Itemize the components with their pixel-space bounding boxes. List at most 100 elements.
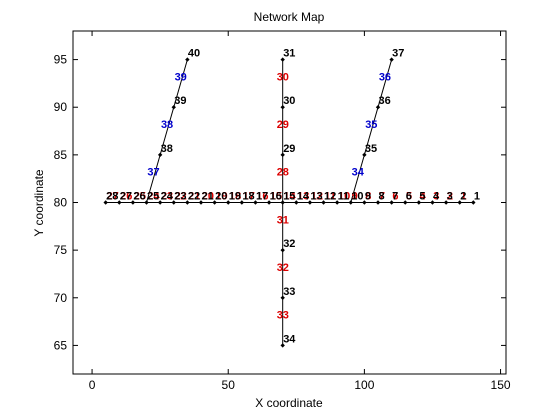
edge-label: 1	[461, 191, 467, 203]
edge-label: 32	[277, 262, 289, 274]
node-label: 23	[174, 191, 186, 203]
node-marker	[157, 200, 163, 205]
node-label: 11	[338, 191, 350, 203]
edge-label: 30	[277, 71, 289, 83]
node-marker	[280, 247, 285, 253]
node-label: 3	[447, 191, 453, 203]
edge-label: 33	[277, 310, 289, 322]
edge-label: 21	[188, 191, 200, 203]
edge-label: 7	[379, 191, 385, 203]
node-marker	[375, 200, 381, 205]
node-marker	[362, 200, 367, 205]
node-marker	[212, 200, 217, 205]
node-label: 30	[283, 95, 295, 107]
y-tick-label: 90	[54, 100, 68, 114]
node-marker	[389, 57, 394, 62]
node-marker	[103, 200, 108, 205]
edge-label: 34	[352, 167, 365, 179]
node-label: 34	[283, 333, 296, 345]
node-marker	[280, 152, 285, 158]
edge-label: 11	[324, 191, 336, 203]
node-label: 6	[406, 191, 412, 203]
node-marker	[294, 200, 299, 205]
edge-label: 25	[134, 191, 146, 203]
node-label: 1	[474, 191, 480, 203]
edge-label: 27	[106, 191, 118, 203]
node-marker	[280, 105, 285, 110]
node-label: 36	[379, 95, 391, 107]
node-marker	[471, 200, 476, 205]
y-tick-label: 65	[54, 338, 68, 352]
y-tick-label: 85	[54, 148, 68, 162]
node-label: 12	[324, 191, 336, 203]
y-tick-label: 80	[54, 196, 68, 210]
node-label: 20	[215, 191, 227, 203]
node-marker	[117, 200, 122, 205]
node-label: 22	[188, 191, 200, 203]
node-marker	[280, 200, 285, 205]
edge-label: 26	[120, 191, 132, 203]
node-marker	[280, 295, 285, 300]
node-label: 7	[392, 191, 398, 203]
node-marker	[375, 105, 381, 110]
edge-label: 22	[175, 191, 187, 203]
node-label: 10	[351, 191, 363, 203]
edge-label: 18	[229, 191, 241, 203]
node-marker	[171, 105, 176, 110]
node-label: 28	[106, 191, 118, 203]
node-label: 31	[283, 48, 295, 60]
node-marker	[130, 200, 136, 205]
node-label: 35	[365, 143, 377, 155]
x-axis-label: X coordinate	[255, 396, 323, 410]
node-marker	[307, 200, 313, 205]
x-axis: 0 50 100 150	[89, 31, 511, 392]
node-label: 32	[283, 238, 295, 250]
edge-label: 9	[352, 191, 358, 203]
x-tick-label: 0	[89, 378, 96, 392]
x-tick-label: 50	[222, 378, 236, 392]
chart-title: Network Map	[254, 10, 325, 24]
network-nodes	[103, 57, 476, 348]
edge-label: 13	[297, 191, 309, 203]
edge-label: 5	[406, 191, 412, 203]
node-marker	[157, 152, 163, 158]
node-marker	[430, 200, 435, 205]
node-label: 26	[133, 191, 145, 203]
node-marker	[362, 152, 367, 158]
y-tick-label: 75	[54, 243, 68, 257]
edge-line	[146, 59, 188, 203]
y-axis-label: Y coordinate	[32, 169, 46, 236]
edge-label: 14	[284, 191, 297, 203]
edge-label: 15	[270, 191, 282, 203]
node-label: 4	[433, 191, 440, 203]
node-marker	[144, 200, 149, 205]
node-label: 5	[419, 191, 425, 203]
y-tick-label: 70	[54, 291, 68, 305]
node-label: 17	[256, 191, 268, 203]
edge-line	[350, 59, 393, 203]
edge-label: 23	[161, 191, 173, 203]
node-marker	[239, 200, 245, 205]
node-label: 13	[310, 191, 322, 203]
node-marker	[416, 200, 422, 205]
node-marker	[253, 200, 258, 205]
node-label: 21	[201, 191, 213, 203]
edge-label: 31	[277, 214, 289, 226]
node-marker	[171, 200, 176, 205]
node-marker	[266, 200, 272, 205]
node-marker	[185, 57, 190, 62]
edge-label: 29	[277, 119, 289, 131]
edge-label: 28	[277, 167, 289, 179]
node-label: 25	[147, 191, 159, 203]
node-label: 2	[460, 191, 466, 203]
edge-label: 8	[365, 191, 371, 203]
node-label: 18	[242, 191, 254, 203]
edge-label: 2	[447, 191, 453, 203]
edge-label: 6	[392, 191, 398, 203]
node-labels: 1234567891011121314151617181920212223242…	[106, 48, 480, 346]
x-tick-label: 150	[491, 378, 511, 392]
node-marker	[403, 200, 408, 205]
node-label: 40	[188, 48, 200, 60]
